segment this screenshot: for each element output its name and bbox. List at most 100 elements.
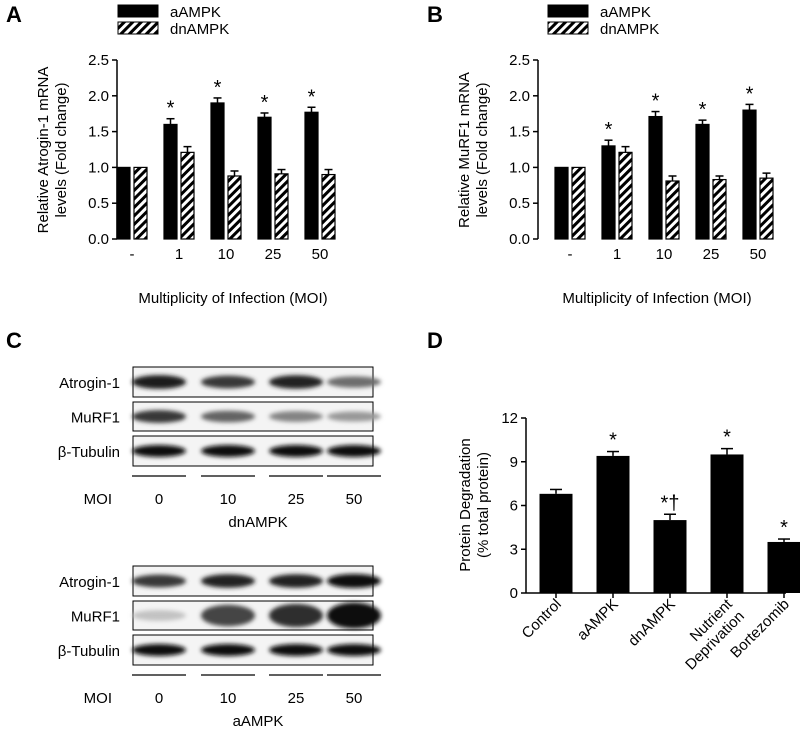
significance-mark: * xyxy=(214,77,222,99)
bar xyxy=(596,455,630,593)
bar-dnampk xyxy=(618,151,633,240)
x-tick-label-line: dnAMPK xyxy=(625,596,679,650)
significance-mark: * xyxy=(605,119,613,141)
x-tick-label: NutrientDeprivation xyxy=(670,595,748,673)
western-blot-dnampk: Atrogin-1 MuRF1 β-Tubulin MOI 0 10 25 50 dnAMPK xyxy=(58,366,381,531)
x-tick-label: 10 xyxy=(656,246,673,263)
y-tick-label: 0.0 xyxy=(509,231,530,248)
chart-a: 0.0 0.5 1.0 1.5 2.0 2.5 - * 1 * 10 * 25 * 50 Multiplici… xyxy=(35,4,336,307)
significance-mark: * xyxy=(308,86,316,108)
blot-band xyxy=(269,445,323,457)
x-tick-label: aAMPK xyxy=(574,596,622,644)
bar-aampk xyxy=(257,116,272,240)
bar-aampk xyxy=(210,102,225,240)
legend-swatch xyxy=(117,4,159,18)
y-axis-title: levels (Fold change) xyxy=(53,82,70,217)
blot-band xyxy=(269,375,323,389)
y-tick-label: 0.5 xyxy=(88,195,109,212)
blot-band xyxy=(269,574,323,588)
lane-label: 25 xyxy=(288,491,305,508)
x-tick-label: dnAMPK xyxy=(625,596,679,650)
legend-label: dnAMPK xyxy=(600,21,659,38)
blot-row-label: β-Tubulin xyxy=(58,444,120,461)
bar-aampk xyxy=(648,115,663,240)
y-tick-label: 2.0 xyxy=(509,88,530,105)
bar-dnampk xyxy=(571,166,586,240)
significance-mark: * xyxy=(609,430,617,452)
significance-mark: * xyxy=(652,91,660,113)
bar xyxy=(653,520,687,593)
lane-label: 50 xyxy=(346,690,363,707)
x-axis-title: Multiplicity of Infection (MOI) xyxy=(138,290,327,307)
blot-group-label: aAMPK xyxy=(233,713,284,730)
y-axis-title: (% total protein) xyxy=(475,452,492,558)
y-axis-title: Relative MuRF1 mRNA xyxy=(456,72,473,228)
significance-mark: * xyxy=(167,98,175,120)
y-tick-label: 1.5 xyxy=(88,124,109,141)
y-tick-label: 0 xyxy=(510,585,518,602)
x-tick-label: 25 xyxy=(265,246,282,263)
bar-aampk xyxy=(742,109,757,240)
lane-label: 25 xyxy=(288,690,305,707)
blot-band xyxy=(327,574,381,588)
lane-label: 0 xyxy=(155,491,163,508)
chart-b: 0.0 0.5 1.0 1.5 2.0 2.5 - * 1 * 10 * 25 * 50 Multiplici… xyxy=(456,4,774,307)
x-tick-label-line: aAMPK xyxy=(574,596,622,644)
legend-swatch xyxy=(547,4,589,18)
blot-row-label: Atrogin-1 xyxy=(59,375,120,392)
blot-band xyxy=(327,411,381,422)
blot-band xyxy=(327,445,381,457)
chart-d: 0 3 6 9 12 Control * aAMPK *† dnAMPK * NutrientDepr… xyxy=(457,410,800,674)
bar-aampk xyxy=(163,123,178,240)
blot-band xyxy=(201,410,255,423)
x-tick-label-line: Control xyxy=(519,596,565,642)
y-tick-label: 3 xyxy=(510,541,518,558)
y-axis-title: Relative Atrogin-1 mRNA xyxy=(35,67,52,234)
bar-aampk xyxy=(695,123,710,240)
panel-label-d: D xyxy=(427,328,443,353)
y-tick-label: 12 xyxy=(501,410,518,427)
blot-band xyxy=(201,574,255,588)
bar xyxy=(767,541,800,593)
blot-band xyxy=(327,602,381,629)
y-tick-label: 0.5 xyxy=(509,195,530,212)
legend-swatch xyxy=(547,21,589,35)
bar-dnampk xyxy=(274,173,289,240)
blot-band xyxy=(327,644,381,656)
blot-row-label: β-Tubulin xyxy=(58,643,120,660)
bar-dnampk xyxy=(759,177,774,240)
bar-dnampk xyxy=(180,151,195,240)
y-tick-label: 6 xyxy=(510,498,518,515)
moi-label: MOI xyxy=(84,491,112,508)
x-tick-label: 1 xyxy=(613,246,621,263)
bar-dnampk xyxy=(712,178,727,240)
blot-band xyxy=(132,375,186,389)
legend-label: aAMPK xyxy=(600,4,651,21)
x-tick-label: 10 xyxy=(218,246,235,263)
blot-band xyxy=(269,603,323,628)
blot-band xyxy=(132,445,186,457)
bar-aampk xyxy=(304,111,319,240)
blot-band xyxy=(132,574,186,588)
lane-label: 0 xyxy=(155,690,163,707)
blot-band xyxy=(269,644,323,656)
y-tick-label: 2.5 xyxy=(509,52,530,69)
blot-row-label: Atrogin-1 xyxy=(59,574,120,591)
blot-band xyxy=(132,410,186,423)
legend-label: dnAMPK xyxy=(170,21,229,38)
y-tick-label: 1.5 xyxy=(509,124,530,141)
blot-row-label: MuRF1 xyxy=(71,410,120,427)
x-tick-label: 50 xyxy=(312,246,329,263)
legend-swatch xyxy=(117,21,159,35)
panel-label-c: C xyxy=(6,328,22,353)
bar-aampk xyxy=(554,166,569,240)
x-tick-label: - xyxy=(130,246,135,263)
legend-label: aAMPK xyxy=(170,4,221,21)
x-tick-label: 50 xyxy=(750,246,767,263)
lane-label: 10 xyxy=(220,690,237,707)
blot-band xyxy=(201,604,255,627)
y-tick-label: 2.5 xyxy=(88,52,109,69)
y-tick-label: 0.0 xyxy=(88,231,109,248)
bar xyxy=(710,454,744,593)
